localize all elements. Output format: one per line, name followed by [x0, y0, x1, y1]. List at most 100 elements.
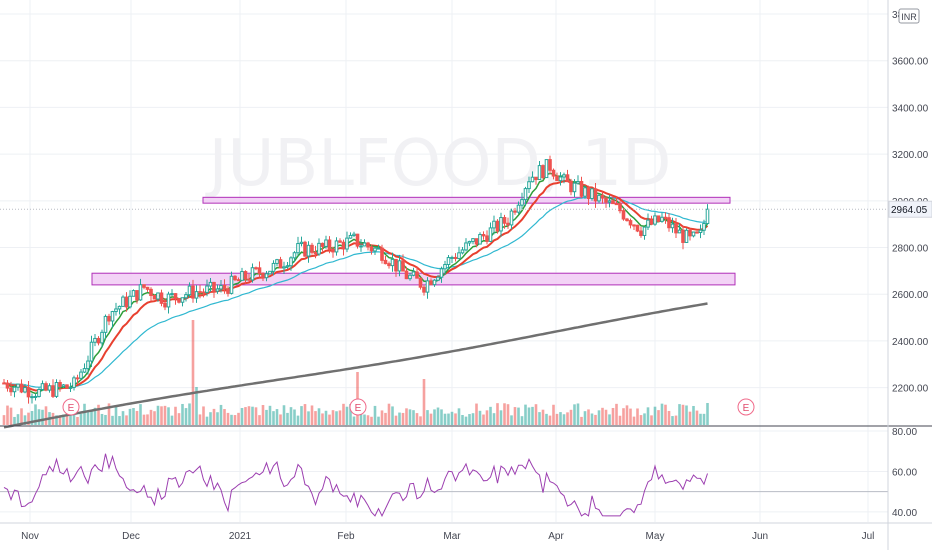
- volume-bar: [545, 413, 548, 425]
- volume-bar: [314, 411, 317, 425]
- candle: [639, 226, 643, 238]
- candle-body: [590, 188, 594, 199]
- candle: [177, 298, 181, 304]
- candle-body: [16, 383, 20, 388]
- volume-bar: [233, 415, 237, 425]
- candle-body: [107, 315, 111, 322]
- candle-body: [289, 257, 293, 267]
- volume-bar: [188, 403, 191, 425]
- candle: [404, 266, 409, 280]
- candle: [523, 186, 528, 207]
- candle: [215, 284, 220, 294]
- candle: [37, 387, 41, 398]
- candle: [411, 267, 416, 277]
- candle: [184, 291, 188, 302]
- candle: [453, 253, 458, 262]
- candle: [492, 215, 496, 235]
- volume-bar: [212, 408, 216, 425]
- volume-bar: [667, 410, 671, 425]
- candle: [418, 277, 423, 290]
- candle-body: [432, 279, 437, 286]
- candle: [292, 251, 297, 263]
- price-tick-label: 2400.00: [892, 337, 929, 348]
- candle: [663, 212, 668, 224]
- candle: [121, 295, 125, 307]
- candle: [278, 256, 283, 269]
- candle-body: [149, 288, 153, 297]
- candle-body: [327, 239, 332, 250]
- candle: [646, 213, 650, 230]
- candle-body: [233, 275, 237, 281]
- candle: [187, 282, 192, 298]
- volume-bar: [261, 405, 265, 425]
- candle: [338, 238, 342, 243]
- time-tick-label: Jun: [752, 531, 768, 542]
- volume-bar: [492, 413, 496, 425]
- volume-bar: [62, 414, 65, 425]
- candle-body: [359, 245, 363, 248]
- volume-bar: [643, 413, 646, 425]
- candle: [649, 215, 654, 226]
- candle: [128, 290, 132, 309]
- volume-bar: [681, 404, 685, 425]
- candle: [89, 335, 94, 368]
- candle-body: [555, 175, 559, 182]
- candle-body: [474, 238, 479, 245]
- candle: [131, 289, 136, 297]
- candle: [65, 384, 69, 389]
- candle: [289, 256, 293, 271]
- candle: [446, 255, 451, 270]
- volume-bar: [83, 403, 86, 425]
- candle-body: [698, 229, 703, 234]
- candle-body: [163, 302, 167, 308]
- candle: [47, 383, 52, 393]
- candle-body: [562, 174, 566, 178]
- candle-body: [408, 274, 412, 280]
- volume-bar: [198, 414, 202, 425]
- volume-bar: [254, 407, 258, 425]
- earnings-marker: E: [349, 398, 367, 416]
- currency-badge[interactable]: INR: [898, 8, 920, 24]
- volume-bar: [167, 407, 170, 425]
- volume-bar: [559, 412, 562, 425]
- candle-body: [135, 290, 139, 301]
- volume-bar: [58, 415, 62, 425]
- volume-bar: [247, 406, 251, 425]
- volume-bar: [342, 403, 345, 425]
- candle-body: [541, 165, 545, 179]
- volume-bar: [426, 410, 429, 425]
- candle: [110, 310, 115, 328]
- candle-body: [478, 234, 482, 245]
- candle-body: [425, 280, 430, 293]
- candle-body: [187, 285, 192, 296]
- candle: [2, 379, 6, 385]
- volume-bar: [153, 411, 156, 425]
- candle: [40, 380, 45, 392]
- candle: [12, 385, 17, 398]
- candle: [593, 182, 598, 208]
- ma-long-line: [3, 302, 708, 429]
- candle-body: [89, 341, 94, 362]
- candle: [541, 164, 545, 180]
- candle: [233, 275, 237, 282]
- candle: [677, 223, 682, 234]
- candle-body: [499, 217, 503, 232]
- volume-bar: [657, 410, 660, 425]
- volume-bar: [429, 413, 433, 425]
- candle: [572, 179, 577, 198]
- volume-bar: [440, 409, 443, 425]
- volume-bar: [191, 320, 195, 425]
- candle: [103, 314, 108, 340]
- candle: [495, 219, 500, 234]
- volume-bar: [30, 410, 34, 425]
- volume-bar: [177, 413, 181, 425]
- candle: [222, 279, 227, 294]
- volume-bar: [622, 408, 625, 425]
- candle-body: [411, 271, 416, 276]
- candle: [201, 288, 206, 298]
- candle-body: [194, 291, 199, 299]
- candle-body: [222, 284, 227, 290]
- time-tick-label: Feb: [337, 531, 355, 542]
